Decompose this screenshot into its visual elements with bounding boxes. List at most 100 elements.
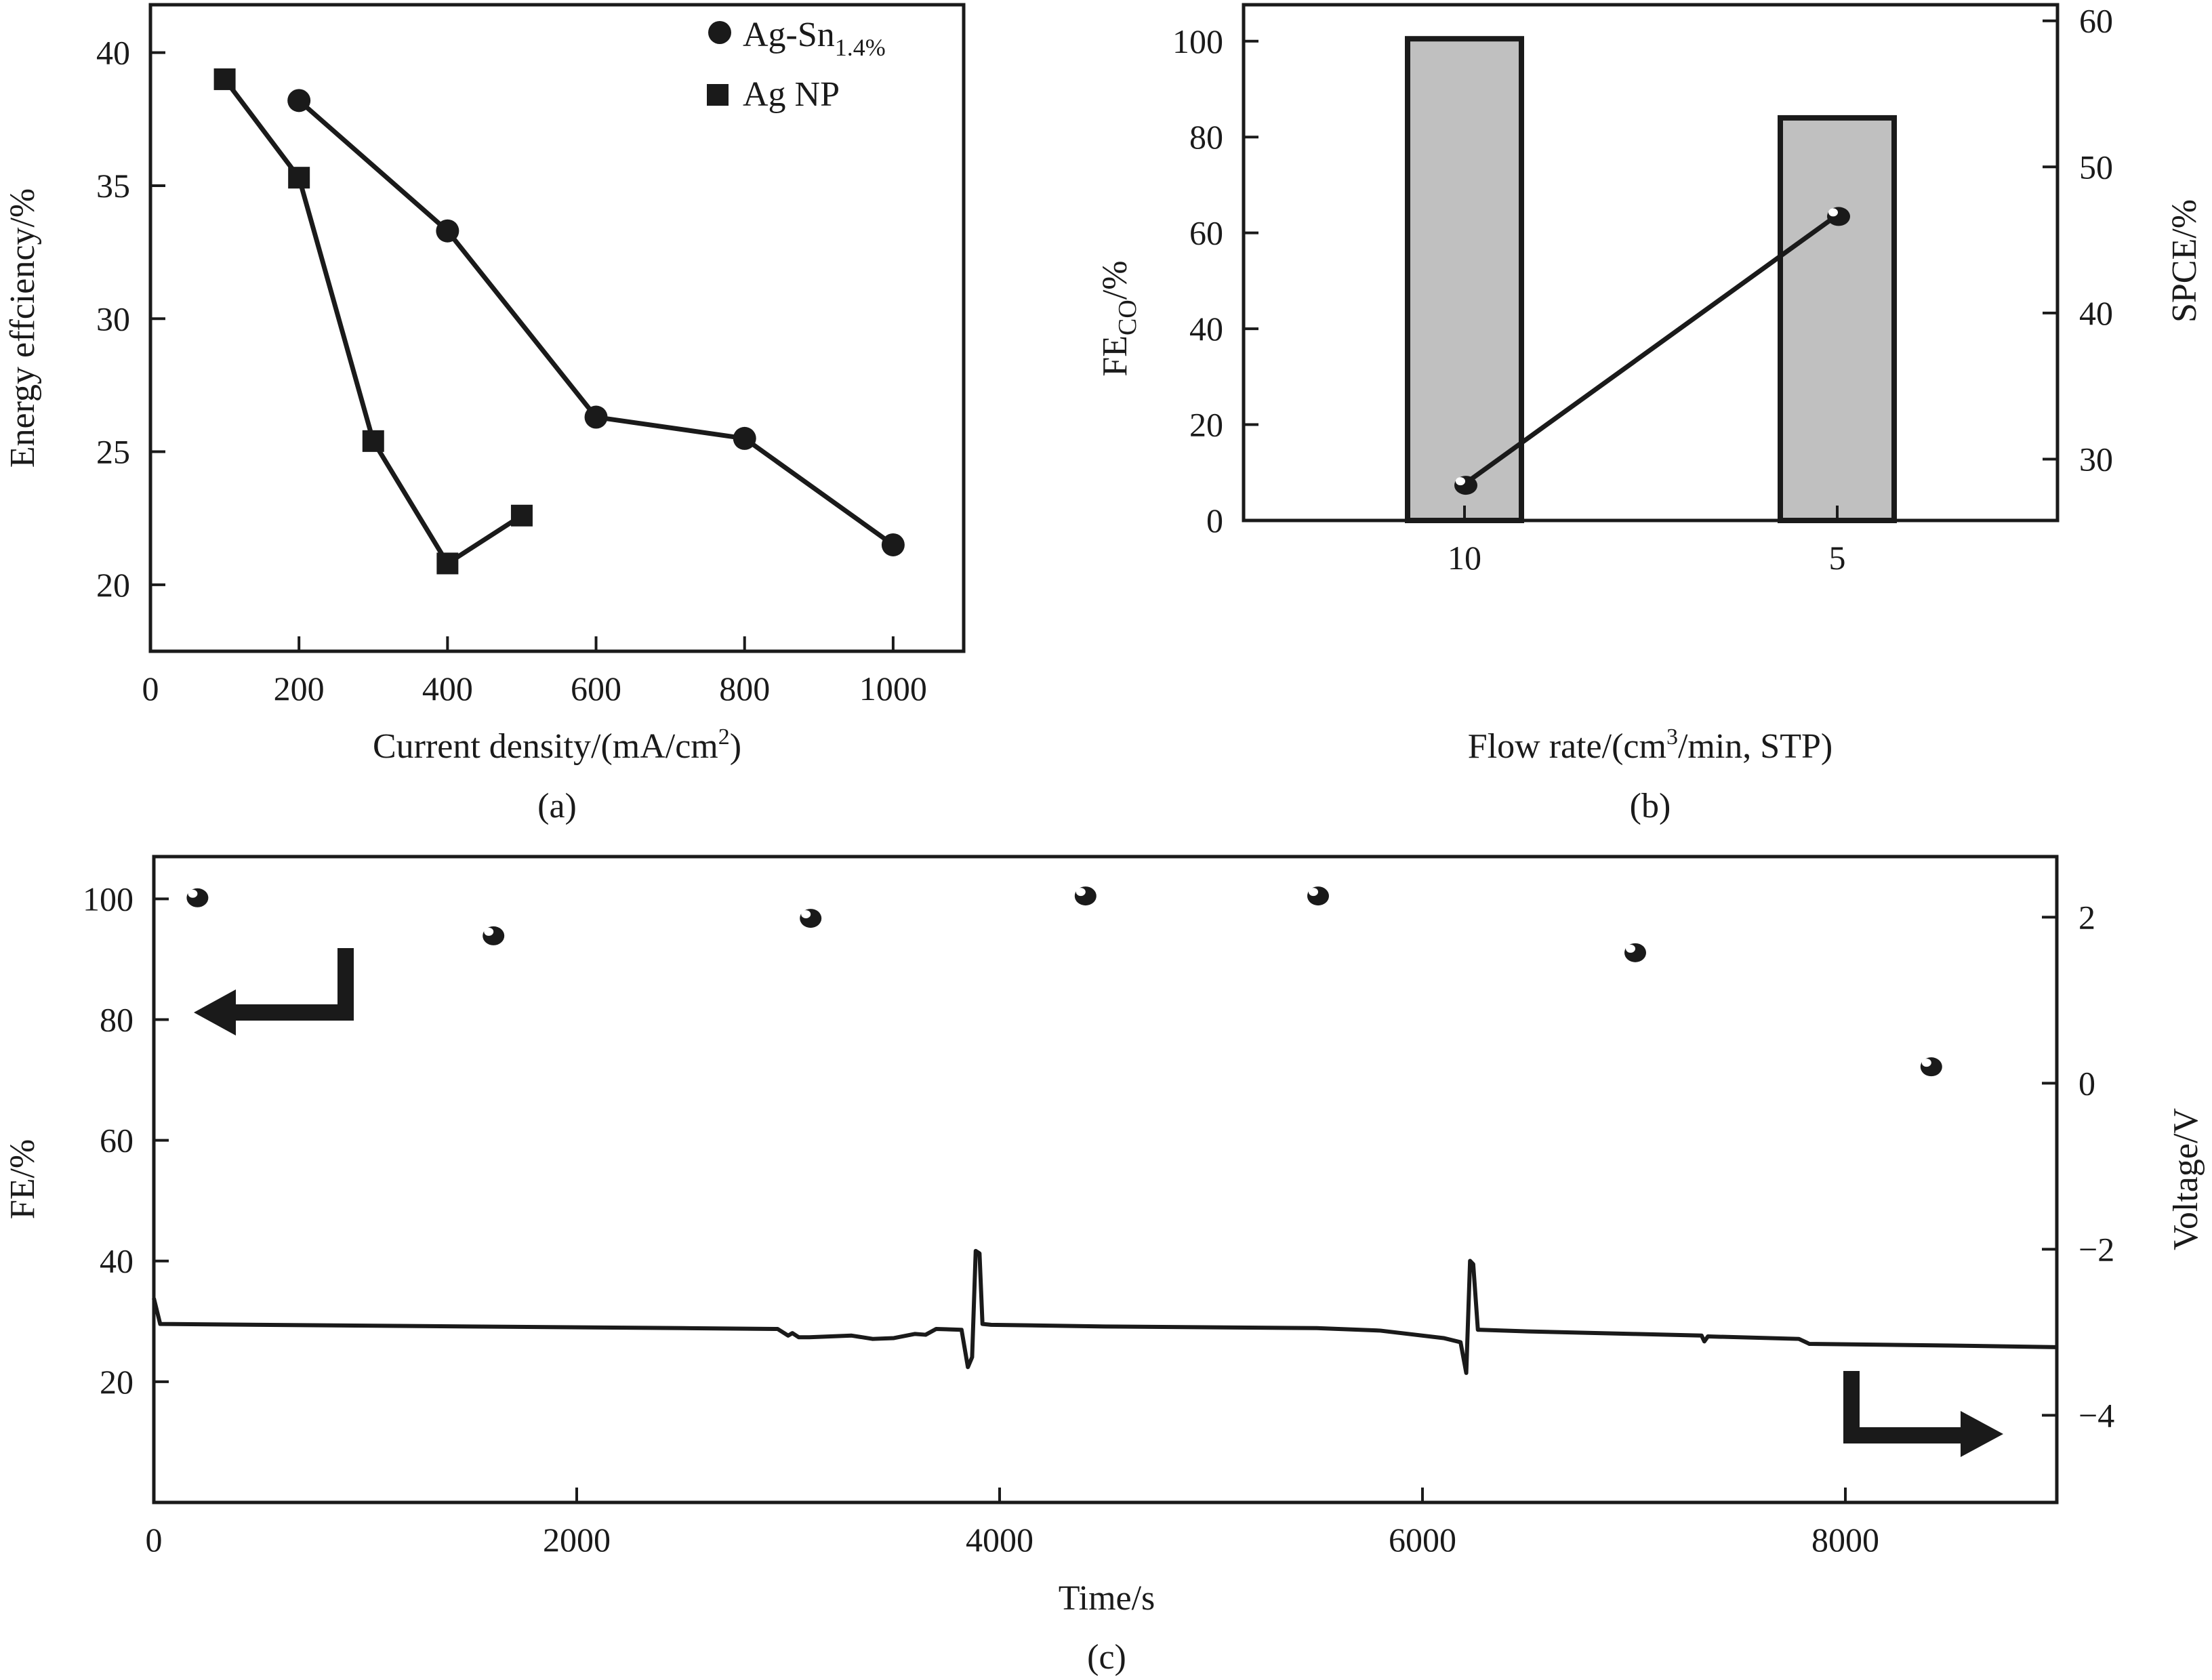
x-tick-label: 5: [1829, 539, 1846, 577]
marker-highlight: [1828, 208, 1838, 217]
y-tick-label: 20: [96, 566, 130, 604]
marker-highlight: [1309, 888, 1318, 897]
panel-c-label: (c): [1087, 1638, 1126, 1677]
legend-label-ag-np: Ag NP: [743, 75, 840, 114]
data-point-circle: [584, 405, 608, 429]
data-point-square: [362, 430, 384, 452]
x-tick-label: 400: [422, 670, 473, 708]
marker-highlight: [484, 927, 494, 936]
y-tick-label: 100: [83, 880, 134, 918]
y-tick-label: 80: [100, 1000, 134, 1038]
y2-tick-label: 2: [2078, 898, 2095, 936]
legend-marker-square: [707, 84, 729, 106]
marker-highlight: [1456, 477, 1465, 486]
panel-b-label: (b): [1630, 787, 1671, 825]
x-tick-label: 2000: [543, 1521, 611, 1559]
y-tick-label: 80: [1189, 118, 1223, 156]
panel-b-left-y-ticks: 0 20 40 60 80 100: [1172, 22, 1258, 539]
panel-c-stability: 0 2000 4000 6000 8000 20 40 60 80 100 −4 −2 0 2 FE/…: [3, 855, 2205, 1677]
marker-highlight: [1076, 888, 1086, 897]
series-line-circle: [297, 98, 895, 547]
data-point-square: [288, 167, 310, 189]
panel-c-right-y-ticks: −4 −2 0 2: [2042, 898, 2114, 1434]
panel-b-plot-frame: [1242, 3, 2060, 523]
y-tick-label: 20: [1189, 406, 1223, 444]
panel-b-y-axis-title: FECO/%: [1096, 260, 1142, 376]
x-tick-label: 10: [1448, 539, 1481, 577]
y-tick-label: 25: [96, 433, 130, 471]
panel-c-left-y-ticks: 20 40 60 80 100: [83, 880, 169, 1401]
data-point-circle: [287, 89, 311, 112]
y-tick-label: 20: [100, 1363, 134, 1401]
y-tick-label: 40: [100, 1242, 134, 1280]
x-tick-label: 0: [142, 670, 159, 708]
x-tick-label: 4000: [966, 1521, 1033, 1559]
panel-b-y2-axis-title: SPCE/%: [2165, 199, 2204, 323]
x-tick-label: 8000: [1811, 1521, 1879, 1559]
data-point-circle: [436, 219, 459, 243]
marker-highlight: [1921, 1059, 1931, 1067]
superscript: 2: [718, 724, 730, 750]
x-tick-label: 200: [274, 670, 325, 708]
right-axis-arrow-icon: [1843, 1371, 2003, 1457]
y-tick-label: 40: [1189, 310, 1223, 348]
spce-line: [1462, 213, 1839, 486]
data-point-square: [436, 552, 459, 575]
y-tick-label: 35: [96, 167, 130, 205]
bar-fe-co: [1778, 115, 1897, 524]
y-tick-label: 60: [1189, 214, 1223, 252]
marker-highlight: [188, 889, 198, 898]
series-line-square: [222, 77, 523, 566]
panel-a-label: (a): [537, 787, 577, 825]
y-tick-label: 100: [1172, 22, 1223, 60]
panel-a-y-ticks: 20 25 30 35 40: [96, 34, 165, 604]
panel-c-y2-axis-title: Voltage/V: [2167, 1108, 2205, 1250]
y2-tick-label: −4: [2078, 1396, 2114, 1434]
panel-b-x-ticks: 10 5: [1448, 506, 1846, 577]
legend-label-ag-sn: Ag-Sn1.4%: [743, 16, 886, 61]
data-point-circle: [733, 426, 756, 450]
y2-tick-label: 60: [2079, 2, 2113, 40]
panel-c-x-axis-title: Time/s: [1059, 1579, 1155, 1618]
x-tick-label: 0: [146, 1521, 163, 1559]
panel-a-x-axis-title: Current density/(mA/cm2): [373, 724, 741, 766]
y-tick-label: 30: [96, 300, 130, 337]
x-tick-label: 1000: [859, 670, 927, 708]
panel-a-x-ticks: 0 200 400 600 800 1000: [142, 636, 927, 708]
y2-tick-label: 30: [2079, 440, 2113, 478]
y2-tick-label: 50: [2079, 148, 2113, 186]
panel-a-series: [213, 68, 905, 575]
y-tick-label: 0: [1206, 501, 1223, 539]
data-point-square: [213, 68, 236, 90]
bar-fe-co: [1405, 36, 1524, 524]
panel-a-plot-frame: [148, 3, 966, 653]
x-tick-label: 800: [719, 670, 770, 708]
x-tick-label: 6000: [1389, 1521, 1456, 1559]
panel-b-spce-series: [1454, 207, 1850, 495]
y2-tick-label: 0: [2078, 1064, 2095, 1102]
marker-highlight: [801, 910, 811, 919]
panel-a-energy-efficiency: 0 200 400 600 800 1000 20 25 30 35 40 Energy effc…: [3, 3, 966, 825]
panel-c-plot-frame: [152, 855, 2059, 1504]
data-point-square: [510, 504, 533, 527]
left-axis-arrow-icon: [194, 948, 354, 1036]
panel-c-y-axis-title: FE/%: [3, 1139, 42, 1219]
panel-c-fe-series: [186, 886, 1942, 1077]
panel-a-legend: Ag-Sn1.4% Ag NP: [707, 16, 886, 114]
panel-b-x-axis-title: Flow rate/(cm3/min, STP): [1468, 724, 1832, 766]
legend-marker-circle: [708, 21, 731, 44]
panel-b-bars: [1405, 36, 1897, 524]
marker-highlight: [1626, 944, 1635, 953]
y2-tick-label: 40: [2079, 294, 2113, 332]
panel-c-voltage-series: [152, 1248, 2057, 1375]
y-tick-label: 60: [100, 1122, 134, 1160]
panel-c-x-ticks: 0 2000 4000 6000 8000: [146, 1488, 1879, 1559]
data-point-circle: [881, 533, 905, 556]
voltage-line: [152, 1248, 2057, 1375]
panel-b-right-y-ticks: 30 40 50 60: [2043, 2, 2113, 478]
x-tick-label: 600: [571, 670, 621, 708]
y-tick-label: 40: [96, 34, 130, 72]
y2-tick-label: −2: [2078, 1230, 2114, 1268]
